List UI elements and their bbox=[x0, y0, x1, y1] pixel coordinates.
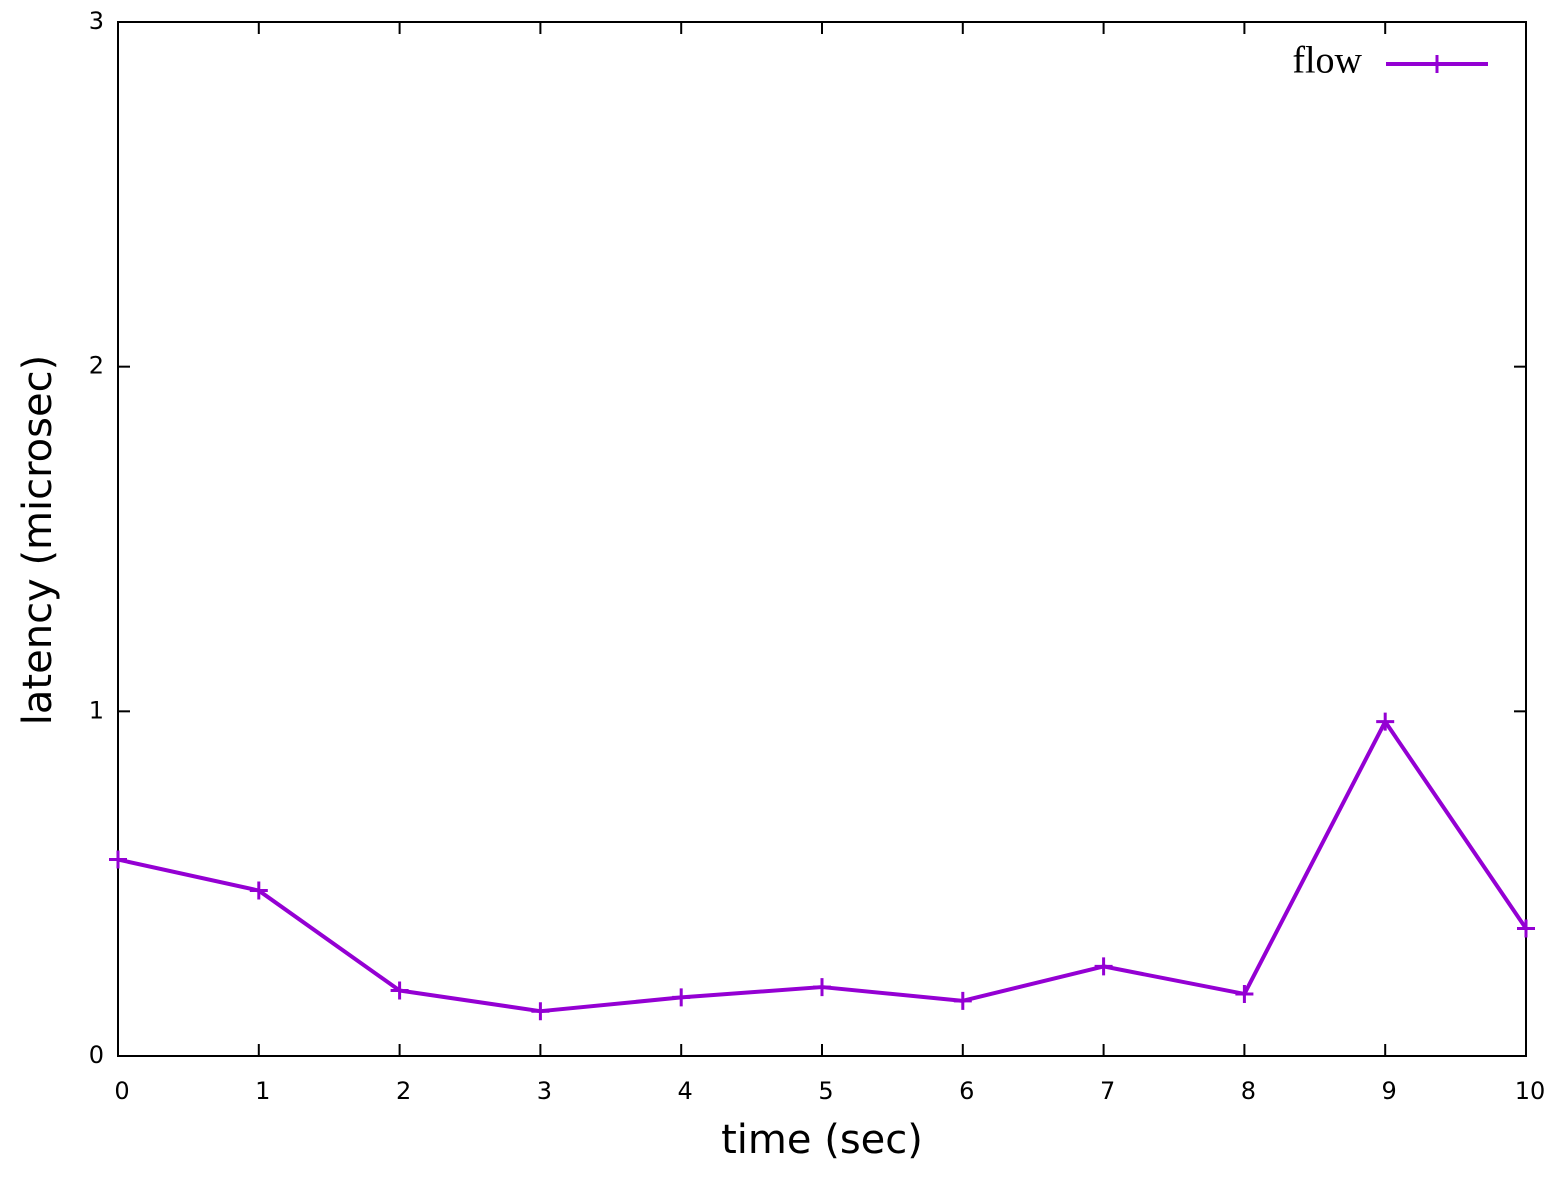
point-marker bbox=[1517, 919, 1535, 938]
point-marker bbox=[109, 850, 127, 869]
y-tick-label: 1 bbox=[89, 696, 104, 724]
x-tick-label: 2 bbox=[396, 1077, 411, 1105]
x-tick-label: 6 bbox=[959, 1077, 974, 1105]
point-marker bbox=[1235, 984, 1254, 1003]
point-marker bbox=[390, 981, 409, 1000]
point-marker bbox=[249, 881, 268, 900]
point-marker bbox=[1094, 957, 1113, 976]
x-axis-title: time (sec) bbox=[721, 1117, 923, 1163]
legend-label: flow bbox=[1292, 40, 1362, 82]
x-tick-label: 8 bbox=[1241, 1077, 1256, 1105]
point-marker bbox=[531, 1002, 550, 1021]
x-tick-label: 10 bbox=[1515, 1077, 1546, 1105]
x-tick-label: 3 bbox=[537, 1077, 552, 1105]
x-tick-label: 1 bbox=[255, 1077, 270, 1105]
y-axis-title: latency (microsec) bbox=[15, 355, 61, 725]
point-marker bbox=[953, 991, 972, 1010]
x-tick-label: 5 bbox=[818, 1077, 833, 1105]
point-marker bbox=[1376, 712, 1395, 731]
y-tick-label: 3 bbox=[89, 7, 104, 35]
x-tick-label: 0 bbox=[114, 1077, 129, 1105]
legend-marker bbox=[1428, 55, 1446, 73]
x-tick-label: 7 bbox=[1100, 1077, 1115, 1105]
series-line bbox=[117, 719, 1528, 1014]
x-tick-label: 9 bbox=[1382, 1077, 1397, 1105]
x-tick-label: 4 bbox=[678, 1077, 693, 1105]
plot-frame bbox=[117, 21, 1527, 1057]
y-tick-label: 0 bbox=[89, 1041, 104, 1069]
point-marker bbox=[672, 988, 691, 1007]
y-tick-label: 2 bbox=[89, 352, 104, 380]
point-marker bbox=[813, 978, 831, 997]
